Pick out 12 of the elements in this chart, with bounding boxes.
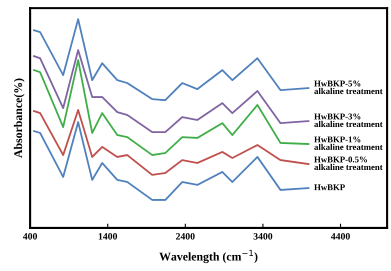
x-axis-title: Wavelength (cm$^{−1}$): [159, 250, 258, 264]
series-label: HwBKP-1% alkaline treatment: [314, 136, 383, 150]
series-label: HwBKP-5% alkaline treatment: [314, 80, 383, 94]
x-tick-label: 2400: [176, 233, 195, 240]
series-label: HwBKP-0.5% alkaline treatment: [314, 156, 383, 170]
y-axis-title: Absorbance(%): [14, 78, 25, 158]
series-label: HwBKP-3% alkaline treatment: [314, 114, 383, 128]
x-tick-label: 400: [22, 233, 38, 240]
x-tick-label: 1400: [98, 233, 118, 240]
x-tick-label: 3400: [254, 233, 272, 240]
series-label: HwBKP: [314, 184, 345, 190]
x-tick-label: 4400: [330, 233, 350, 240]
